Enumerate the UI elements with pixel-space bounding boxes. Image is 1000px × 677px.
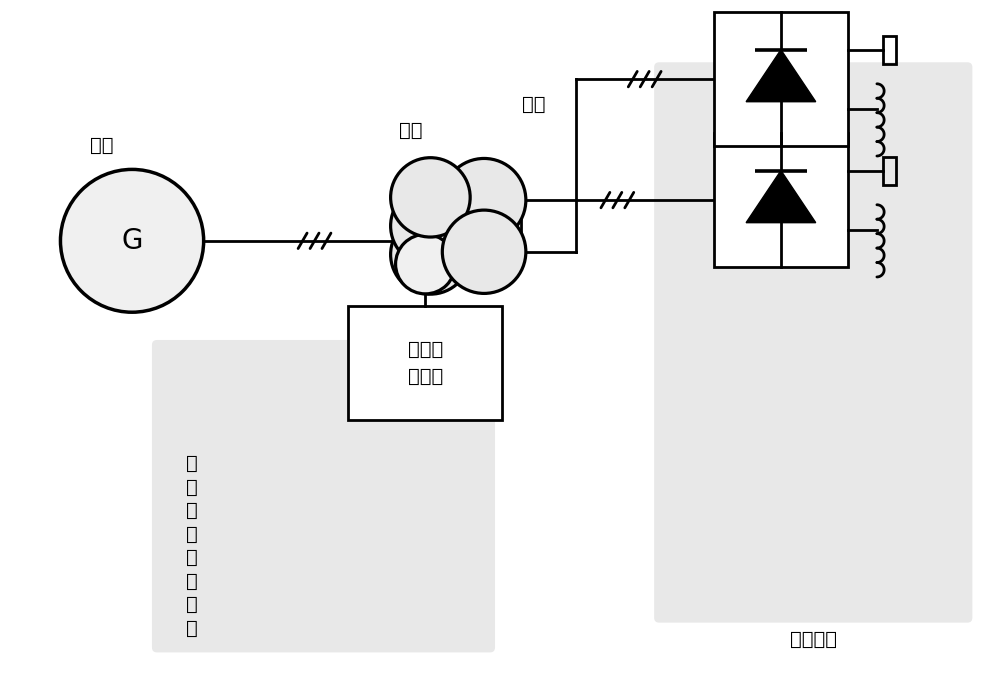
Bar — [883, 36, 896, 64]
FancyBboxPatch shape — [152, 340, 495, 653]
Text: G: G — [121, 227, 143, 255]
Circle shape — [442, 210, 526, 293]
Circle shape — [391, 158, 470, 237]
Circle shape — [442, 158, 526, 242]
Text: 原边: 原边 — [399, 121, 422, 140]
Circle shape — [391, 215, 470, 294]
Bar — [348, 306, 502, 420]
Circle shape — [60, 169, 204, 312]
Polygon shape — [746, 49, 816, 102]
Text: 电网: 电网 — [90, 135, 114, 154]
Bar — [883, 157, 896, 185]
Text: 常
用
集
中
补
偿
方
法: 常 用 集 中 补 偿 方 法 — [186, 454, 198, 638]
Polygon shape — [746, 171, 816, 223]
Text: 整流负载: 整流负载 — [790, 630, 837, 649]
FancyBboxPatch shape — [654, 62, 972, 623]
Text: 副边: 副边 — [522, 95, 546, 114]
Circle shape — [396, 234, 455, 294]
Bar — [714, 12, 848, 146]
Text: 有源补
偿装置: 有源补 偿装置 — [408, 340, 443, 385]
Bar — [714, 133, 848, 267]
Circle shape — [396, 202, 455, 261]
Circle shape — [391, 186, 470, 265]
